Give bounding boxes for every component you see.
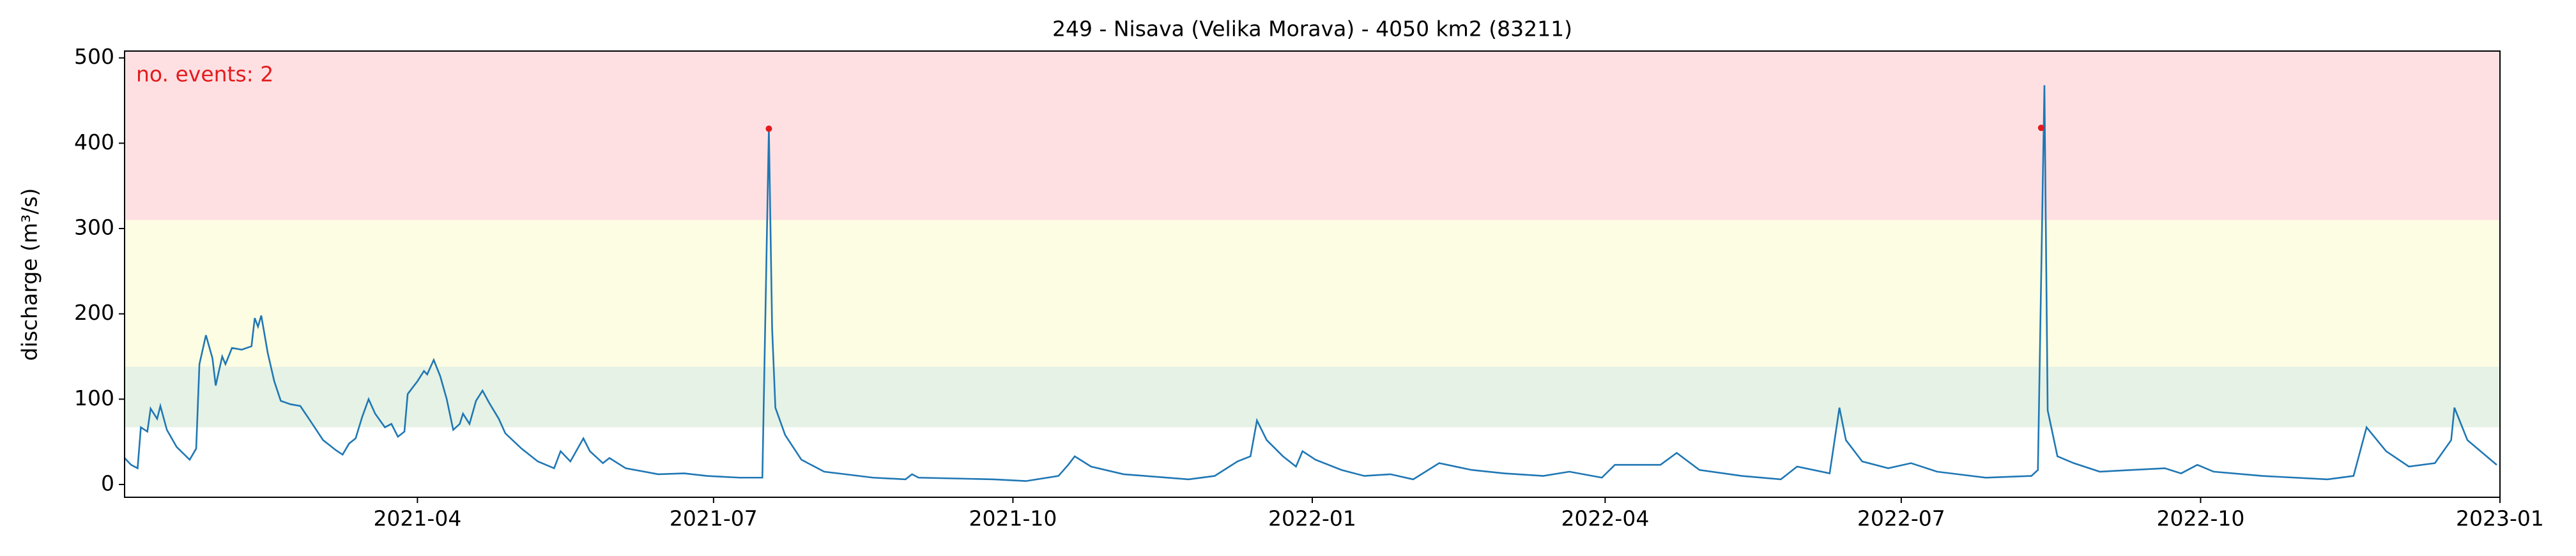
y-tick-label: 400 [74, 130, 114, 154]
event-marker [765, 125, 772, 132]
y-tick-label: 0 [101, 470, 114, 495]
threshold-band [125, 51, 2500, 220]
plot-frame [124, 50, 2501, 498]
x-tick-label: 2022-01 [1268, 506, 1356, 531]
threshold-band [125, 366, 2500, 428]
y-tick-label: 500 [74, 44, 114, 69]
y-tick-label: 200 [74, 300, 114, 325]
event-marker [2037, 124, 2044, 131]
events-annotation: no. events: 2 [136, 62, 273, 87]
y-tick-label: 100 [74, 386, 114, 410]
x-tick-label: 2021-10 [969, 506, 1057, 531]
threshold-band [125, 220, 2500, 367]
x-tick-label: 2021-04 [373, 506, 461, 531]
y-tick-label: 300 [74, 214, 114, 239]
discharge-line [124, 85, 2497, 482]
x-tick-label: 2023-01 [2456, 506, 2544, 531]
x-tick-label: 2022-07 [1857, 506, 1945, 531]
y-axis-label: discharge (m³/s) [17, 188, 42, 361]
x-tick-label: 2022-04 [1561, 506, 1649, 531]
chart-title: 249 - Nisava (Velika Morava) - 4050 km2 … [1052, 17, 1572, 41]
x-tick-label: 2021-07 [670, 506, 758, 531]
x-tick-label: 2022-10 [2156, 506, 2244, 531]
